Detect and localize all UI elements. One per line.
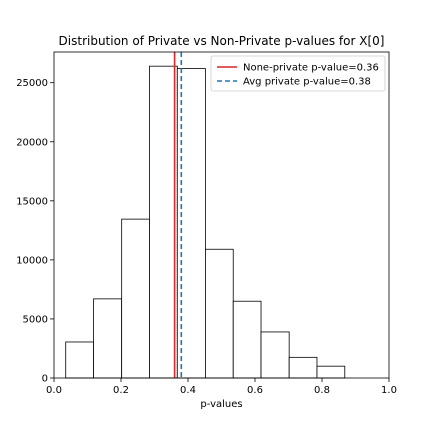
- y-axis-ticks: 0 5000 10000 15000 20000 25000: [16, 78, 54, 385]
- histogram-bar: [121, 218, 150, 379]
- x-tick-label: 1.0: [381, 385, 397, 396]
- plot-frame: [53, 51, 390, 379]
- y-tick-label: 0: [42, 374, 48, 385]
- y-tick-label: 15000: [16, 196, 48, 207]
- histogram-bars: [65, 65, 346, 379]
- y-tick-label: 20000: [16, 137, 48, 148]
- y-tick-label: 5000: [23, 314, 48, 325]
- x-tick-label: 0.0: [46, 385, 62, 396]
- histogram-bar: [65, 341, 94, 379]
- histogram-bar: [232, 300, 262, 379]
- y-tick-label: 25000: [16, 78, 48, 89]
- chart-title: Distribution of Private vs Non-Private p…: [59, 34, 385, 48]
- histogram-bar: [260, 331, 290, 379]
- histogram-bar: [288, 356, 318, 379]
- x-tick-label: 0.8: [314, 385, 330, 396]
- legend: None-private p-value=0.36 Avg private p-v…: [210, 55, 386, 92]
- reference-lines: [173, 52, 183, 378]
- y-tick-label: 10000: [16, 255, 48, 266]
- legend-box: [210, 55, 386, 92]
- x-axis-ticks: 0.0 0.2 0.4 0.6 0.8 1.0: [46, 378, 397, 396]
- legend-entry: None-private p-value=0.36: [243, 63, 379, 74]
- x-tick-label: 0.2: [113, 385, 129, 396]
- histogram-bar: [93, 298, 123, 379]
- legend-entry: Avg private p-value=0.38: [243, 77, 371, 88]
- histogram-bar: [149, 65, 178, 379]
- x-tick-label: 0.4: [180, 385, 196, 396]
- x-axis-label: p-values: [200, 399, 242, 410]
- histogram-bar: [316, 365, 346, 379]
- histogram-bar: [205, 248, 234, 379]
- x-tick-label: 0.6: [247, 385, 263, 396]
